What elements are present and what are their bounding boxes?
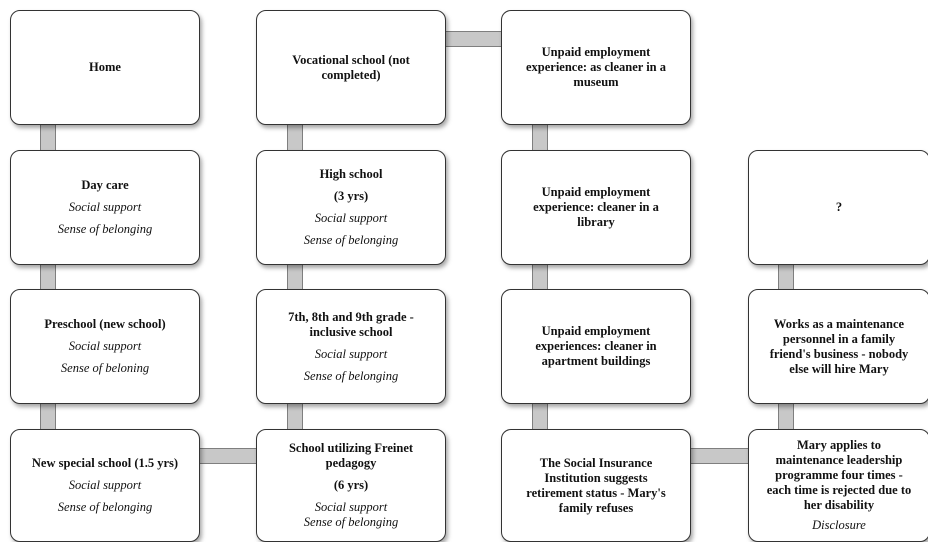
box-museum-cleaner-line-2: experience: as cleaner in a bbox=[525, 60, 666, 74]
box-day-care: Day care Social support Sense of belongi… bbox=[10, 150, 200, 265]
box-library-cleaner-line-1: Unpaid employment bbox=[541, 185, 651, 199]
box-preschool: Preschool (new school) Social support Se… bbox=[10, 289, 200, 404]
box-apartment-cleaner-line-3: apartment buildings bbox=[541, 354, 651, 368]
box-freinet-school-title-2: pedagogy bbox=[325, 456, 377, 470]
box-inclusive-school-note-2: Sense of belonging bbox=[303, 368, 399, 383]
box-high-school-duration: (3 yrs) bbox=[333, 189, 369, 203]
box-leadership-programme-note: Disclosure bbox=[812, 518, 866, 532]
box-new-special-school-title: New special school (1.5 yrs) bbox=[31, 456, 179, 470]
box-vocational-school: Vocational school (not completed) bbox=[256, 10, 446, 125]
box-museum-cleaner: Unpaid employment experience: as cleaner… bbox=[501, 10, 691, 125]
box-leadership-programme-line-2: maintenance leadership bbox=[775, 453, 903, 467]
box-library-cleaner-line-3: library bbox=[577, 215, 615, 229]
box-high-school-note-2: Sense of belonging bbox=[303, 233, 399, 247]
box-apartment-cleaner-line-2: experiences: cleaner in bbox=[535, 339, 657, 353]
box-maintenance-work-line-3: friend's business - nobody bbox=[769, 346, 909, 361]
box-freinet-school-note-2: Sense of belonging bbox=[303, 515, 399, 529]
box-library-cleaner: Unpaid employment experience: cleaner in… bbox=[501, 150, 691, 265]
box-freinet-school-duration: (6 yrs) bbox=[333, 478, 369, 492]
box-social-insurance-line-4: family refuses bbox=[558, 500, 634, 515]
box-library-cleaner-line-2: experience: cleaner in a bbox=[533, 200, 659, 214]
box-maintenance-work-line-1: Works as a maintenance bbox=[773, 316, 905, 331]
connector-vocational-museum bbox=[443, 31, 505, 47]
box-leadership-programme-line-5: her disability bbox=[803, 498, 875, 512]
box-freinet-school-note-1: Social support bbox=[314, 500, 388, 514]
box-freinet-school-title-1: School utilizing Freinet bbox=[288, 441, 414, 455]
box-leadership-programme-line-1: Mary applies to bbox=[796, 438, 882, 452]
box-apartment-cleaner-line-1: Unpaid employment bbox=[541, 324, 651, 338]
box-social-insurance: The Social Insurance Institution suggest… bbox=[501, 429, 691, 542]
box-home: Home bbox=[10, 10, 200, 125]
box-inclusive-school-note-1: Social support bbox=[314, 346, 388, 361]
box-unknown: ? bbox=[748, 150, 928, 265]
box-leadership-programme: Mary applies to maintenance leadership p… bbox=[748, 429, 928, 542]
box-vocational-school-title-1: Vocational school (not bbox=[292, 52, 410, 67]
box-preschool-note-1: Social support bbox=[68, 339, 142, 353]
connector-special-freinet bbox=[196, 448, 260, 464]
box-new-special-school-note-2: Sense of belonging bbox=[57, 500, 153, 514]
box-new-special-school: New special school (1.5 yrs) Social supp… bbox=[10, 429, 200, 542]
box-inclusive-school-title-2: inclusive school bbox=[309, 324, 393, 339]
box-high-school: High school (3 yrs) Social support Sense… bbox=[256, 150, 446, 265]
box-leadership-programme-line-4: each time is rejected due to bbox=[766, 483, 912, 497]
box-apartment-cleaner: Unpaid employment experiences: cleaner i… bbox=[501, 289, 691, 404]
box-social-insurance-line-3: retirement status - Mary's bbox=[526, 485, 666, 500]
box-social-insurance-line-2: Institution suggests bbox=[544, 470, 648, 485]
connector-insurance-leadership bbox=[687, 448, 753, 464]
box-inclusive-school-title-1: 7th, 8th and 9th grade - bbox=[288, 309, 414, 324]
box-leadership-programme-line-3: programme four times - bbox=[775, 468, 903, 482]
box-museum-cleaner-line-3: museum bbox=[573, 75, 619, 89]
box-maintenance-work-line-2: personnel in a family bbox=[782, 331, 896, 346]
box-day-care-note-2: Sense of belonging bbox=[57, 222, 153, 236]
box-maintenance-work: Works as a maintenance personnel in a fa… bbox=[748, 289, 928, 404]
box-museum-cleaner-line-1: Unpaid employment bbox=[541, 45, 651, 59]
box-new-special-school-note-1: Social support bbox=[68, 478, 142, 492]
box-maintenance-work-line-4: else will hire Mary bbox=[789, 361, 889, 376]
box-social-insurance-line-1: The Social Insurance bbox=[539, 455, 653, 470]
box-high-school-note-1: Social support bbox=[314, 211, 388, 225]
box-preschool-title: Preschool (new school) bbox=[44, 317, 166, 331]
box-day-care-title: Day care bbox=[81, 178, 129, 192]
box-inclusive-school: 7th, 8th and 9th grade - inclusive schoo… bbox=[256, 289, 446, 404]
box-freinet-school: School utilizing Freinet pedagogy (6 yrs… bbox=[256, 429, 446, 542]
box-preschool-note-2: Sense of beloning bbox=[60, 361, 150, 375]
box-unknown-mark: ? bbox=[835, 200, 843, 214]
box-day-care-note-1: Social support bbox=[68, 200, 142, 214]
box-vocational-school-title-2: completed) bbox=[321, 67, 381, 82]
box-home-title: Home bbox=[89, 60, 121, 74]
box-high-school-title: High school bbox=[319, 167, 383, 181]
